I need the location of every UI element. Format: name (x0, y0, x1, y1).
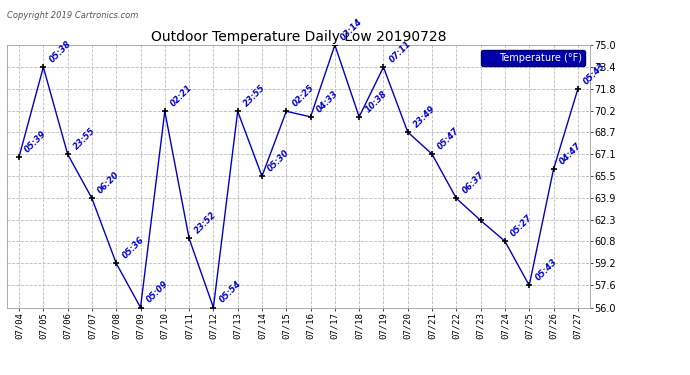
Text: 04:33: 04:33 (315, 89, 340, 114)
Legend: Temperature (°F): Temperature (°F) (481, 50, 585, 66)
Text: Copyright 2019 Cartronics.com: Copyright 2019 Cartronics.com (7, 11, 138, 20)
Text: 05:47: 05:47 (436, 126, 462, 152)
Text: 23:55: 23:55 (72, 126, 97, 152)
Text: 05:36: 05:36 (120, 235, 146, 261)
Text: 06:37: 06:37 (460, 170, 486, 196)
Text: 05:54: 05:54 (217, 279, 243, 305)
Text: 06:20: 06:20 (96, 170, 121, 196)
Text: 23:52: 23:52 (193, 210, 219, 236)
Text: 02:25: 02:25 (290, 83, 316, 108)
Text: 23:49: 23:49 (412, 104, 437, 129)
Text: 05:43: 05:43 (582, 61, 607, 86)
Text: 05:30: 05:30 (266, 148, 291, 174)
Text: 05:43: 05:43 (533, 257, 559, 283)
Text: 07:11: 07:11 (388, 39, 413, 64)
Text: 03:14: 03:14 (339, 17, 364, 42)
Text: 04:47: 04:47 (558, 141, 583, 166)
Text: 05:39: 05:39 (23, 129, 48, 154)
Text: 10:38: 10:38 (364, 89, 388, 114)
Text: 05:38: 05:38 (48, 39, 73, 64)
Text: 23:55: 23:55 (242, 83, 267, 108)
Text: 02:21: 02:21 (169, 83, 195, 108)
Title: Outdoor Temperature Daily Low 20190728: Outdoor Temperature Daily Low 20190728 (150, 30, 446, 44)
Text: 05:27: 05:27 (509, 213, 535, 238)
Text: 05:09: 05:09 (145, 279, 170, 305)
